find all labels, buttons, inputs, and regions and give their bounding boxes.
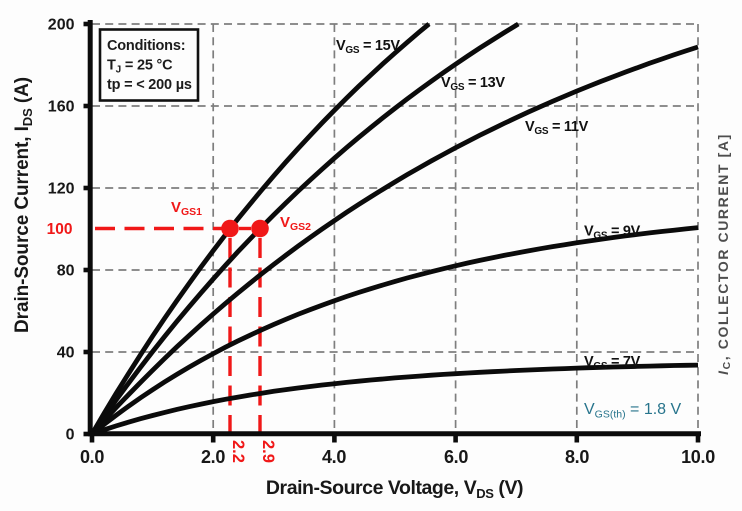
svg-text:2.2: 2.2 <box>229 440 247 463</box>
svg-text:VGS = 9V: VGS = 9V <box>584 224 641 242</box>
svg-text:4.0: 4.0 <box>322 447 346 467</box>
svg-text:2.9: 2.9 <box>259 440 277 463</box>
svg-text:TJ = 25 °C: TJ = 25 °C <box>107 58 173 76</box>
svg-text:VGS = 7V: VGS = 7V <box>584 354 641 372</box>
svg-text:40: 40 <box>57 344 75 361</box>
svg-text:8.0: 8.0 <box>565 447 589 467</box>
svg-text:0.0: 0.0 <box>80 447 104 467</box>
svg-text:IC, COLLECTOR CURRENT [A]: IC, COLLECTOR CURRENT [A] <box>715 133 733 375</box>
svg-text:120: 120 <box>48 180 75 197</box>
svg-text:6.0: 6.0 <box>444 447 468 467</box>
svg-text:2.0: 2.0 <box>201 447 225 467</box>
svg-text:200: 200 <box>48 16 75 33</box>
svg-text:Conditions:: Conditions: <box>107 38 185 54</box>
svg-text:0: 0 <box>66 426 75 443</box>
svg-text:Drain-Source Current, IDS (A): Drain-Source Current, IDS (A) <box>12 77 35 333</box>
svg-text:10.0: 10.0 <box>681 447 715 467</box>
svg-text:160: 160 <box>48 98 75 115</box>
svg-text:100: 100 <box>47 221 73 238</box>
svg-text:Drain-Source Voltage, VDS (V): Drain-Source Voltage, VDS (V) <box>266 477 523 501</box>
svg-text:tp = < 200 µs: tp = < 200 µs <box>107 77 192 93</box>
svg-text:80: 80 <box>57 262 75 279</box>
